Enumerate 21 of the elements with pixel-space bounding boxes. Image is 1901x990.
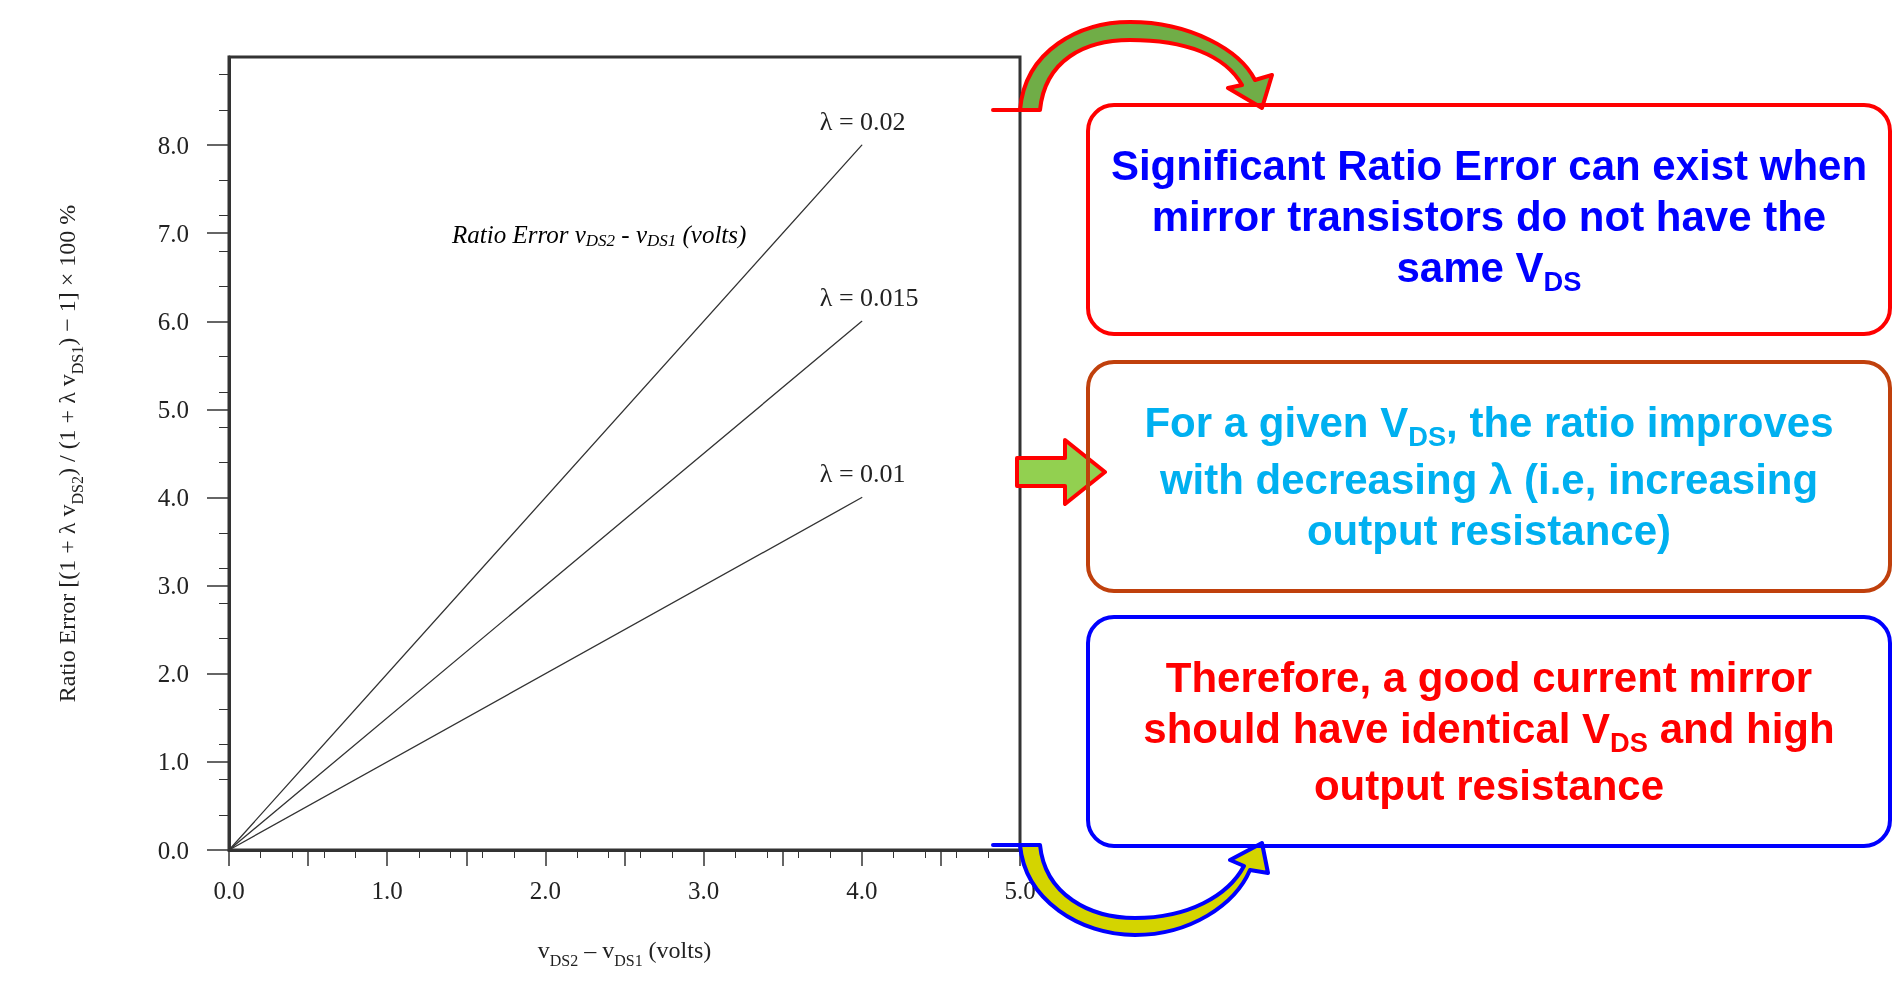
y-axis-title: Ratio Error [(1 + λ vDS2) / (1 + λ vDS1) − 1] × 100 % [54, 204, 86, 703]
series-label: λ = 0.02 [819, 106, 906, 136]
y-tick-label: 7.0 [157, 219, 189, 247]
y-tick-label: 3.0 [157, 572, 189, 600]
x-tick-label: 0.0 [213, 877, 245, 904]
x-tick-label: 2.0 [529, 877, 562, 904]
x-tick-label: 4.0 [846, 877, 878, 904]
y-tick-label: 5.0 [157, 395, 189, 423]
series-label: λ = 0.01 [819, 459, 906, 489]
y-tick-label: 1.0 [157, 748, 189, 776]
y-tick-label: 2.0 [157, 660, 189, 688]
y-tick-label: 0.0 [157, 836, 189, 864]
series-label: λ = 0.015 [819, 282, 919, 312]
y-tick-label: 4.0 [157, 484, 189, 512]
x-tick-label: 1.0 [371, 877, 403, 904]
y-tick-label: 6.0 [157, 307, 189, 335]
text: Therefore, a good current mirror should have identical V$_{DS}$ and high output resistance [1142, 652, 1836, 811]
y-tick-label: 8.0 [157, 131, 189, 159]
x-tick-label: 3.0 [687, 877, 720, 904]
text: Significant Ratio Error can exist when mirror transistors do not have the same V$_{DS}$ [1109, 140, 1869, 300]
text: For a given V$_{DS}$, the ratio improves with decreasing λ (i.e, increasing output resistance) [1143, 397, 1835, 556]
